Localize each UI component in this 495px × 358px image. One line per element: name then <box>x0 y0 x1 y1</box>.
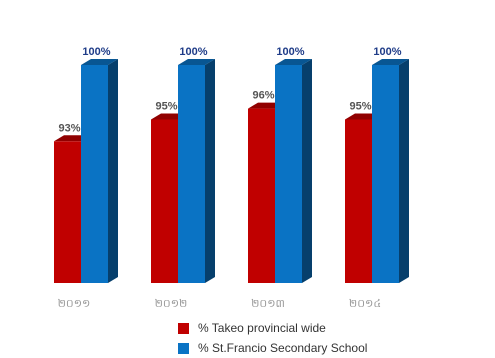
bar-st-francio-3 <box>372 59 409 283</box>
legend-label-takeo: % Takeo provincial wide <box>198 321 326 335</box>
x-tick-label-3: ២០១៤ <box>349 297 381 310</box>
bar-st-francio-2 <box>275 59 312 283</box>
bar-st-francio-0 <box>81 59 118 283</box>
legend-item-st-francio: % St.Francio Secondary School <box>178 338 367 358</box>
legend: % Takeo provincial wide % St.Francio Sec… <box>178 318 367 358</box>
bars-group <box>54 59 409 283</box>
legend-swatch-st-francio <box>178 342 189 354</box>
x-tick-label-1: ២០១២ <box>155 297 188 310</box>
data-label-st-francio-0: 100% <box>82 46 110 58</box>
data-label-takeo-1: 95% <box>155 101 177 113</box>
x-tick-labels-group: ២០១១ ២០១២ ២០១៣ ២០១៤ <box>58 297 382 310</box>
data-label-takeo-2: 96% <box>252 90 274 102</box>
bar-st-francio-1 <box>178 59 215 283</box>
x-tick-label-2: ២០១៣ <box>251 297 285 310</box>
legend-swatch-takeo <box>178 322 189 334</box>
bar-chart: 93%100%95%100%96%100%95%100% ២០១១ ២០១២ ២០១… <box>54 46 409 310</box>
data-label-takeo-3: 95% <box>349 101 371 113</box>
data-label-takeo-0: 93% <box>58 122 80 134</box>
data-label-st-francio-1: 100% <box>179 46 207 58</box>
legend-label-st-francio: % St.Francio Secondary School <box>198 341 368 355</box>
legend-item-takeo: % Takeo provincial wide <box>178 318 367 338</box>
data-label-st-francio-3: 100% <box>373 46 401 58</box>
data-label-st-francio-2: 100% <box>276 46 304 58</box>
data-labels-group: 93% 100% 95% 100% 96% 100% 95% 100% <box>58 46 401 134</box>
x-tick-label-0: ២០១១ <box>58 297 91 310</box>
